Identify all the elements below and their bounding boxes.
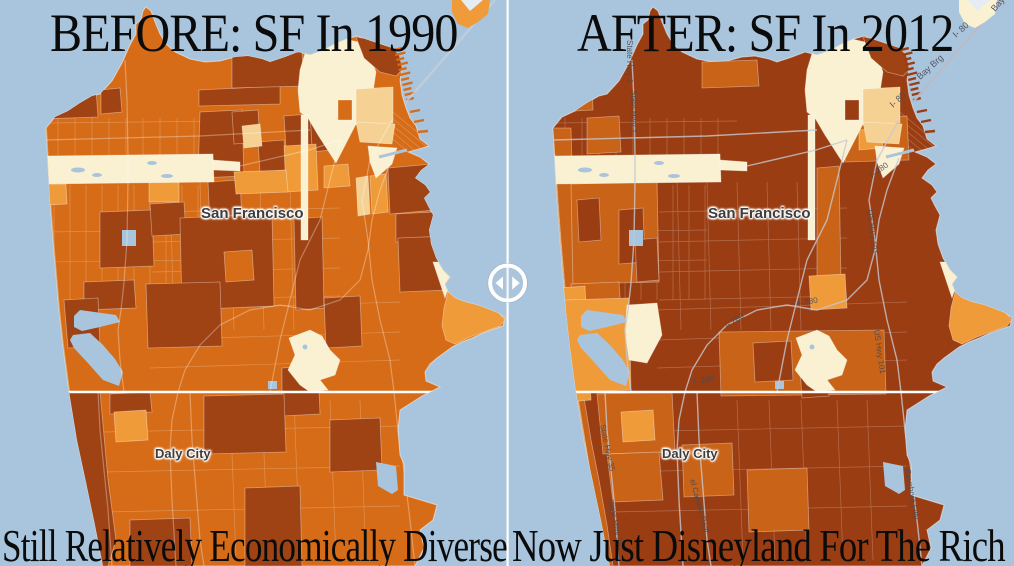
svg-text:I- 280: I- 280 xyxy=(693,374,715,386)
svg-text:I- 280: I- 280 xyxy=(797,295,819,308)
svg-text:State Hwy 1: State Hwy 1 xyxy=(625,40,634,84)
svg-text:US Hwy 101: US Hwy 101 xyxy=(866,209,879,255)
svg-text:State Hwy 1: State Hwy 1 xyxy=(629,90,638,134)
